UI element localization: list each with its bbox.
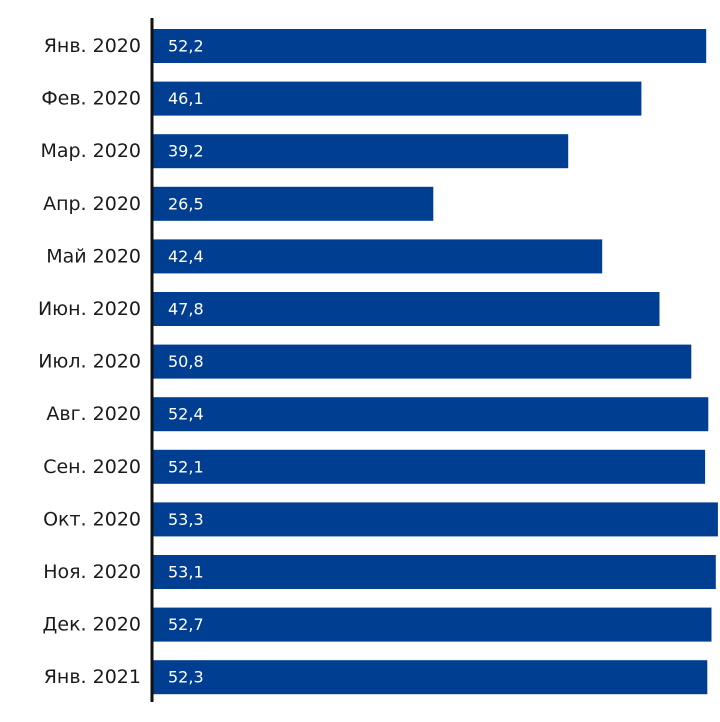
category-label: Сен. 2020 [43, 456, 141, 478]
category-label: Янв. 2020 [44, 35, 141, 57]
bar [152, 239, 603, 274]
value-label: 53,3 [168, 510, 204, 529]
category-label: Май 2020 [46, 245, 141, 267]
value-label: 46,1 [168, 89, 204, 108]
bar [152, 134, 569, 169]
bar [152, 607, 712, 642]
value-label: 42,4 [168, 247, 204, 266]
category-label: Ноя. 2020 [43, 561, 141, 583]
bar [152, 344, 692, 379]
bar [152, 186, 434, 221]
category-label: Авг. 2020 [46, 403, 141, 425]
bar [152, 660, 708, 695]
value-label: 52,7 [168, 615, 204, 634]
category-label: Окт. 2020 [43, 508, 141, 530]
value-label: 53,1 [168, 563, 204, 582]
value-label: 52,4 [168, 405, 204, 424]
value-label: 39,2 [168, 142, 204, 161]
category-label: Дек. 2020 [43, 614, 141, 636]
bar [152, 502, 718, 537]
bar [152, 29, 707, 63]
bar [152, 449, 706, 484]
bar [152, 555, 716, 589]
bar [152, 81, 642, 116]
value-label: 52,2 [168, 37, 204, 56]
category-label: Мар. 2020 [40, 140, 141, 162]
bars-layer [152, 29, 718, 695]
value-label: 50,8 [168, 352, 204, 371]
value-label: 47,8 [168, 300, 204, 319]
category-label: Июл. 2020 [38, 351, 141, 373]
value-label: 26,5 [168, 194, 204, 213]
value-labels: 52,2 46,1 39,2 26,5 42,4 47,8 50,8 52,4 52,1 53,3… [168, 37, 204, 687]
bar [152, 292, 660, 326]
value-label: 52,3 [168, 668, 204, 687]
category-label: Фев. 2020 [41, 88, 141, 110]
value-label: 52,1 [168, 457, 204, 476]
category-label: Апр. 2020 [43, 193, 141, 215]
category-labels: Янв. 2020 Фев. 2020 Мар. 2020 Апр. 2020 Май … [38, 35, 141, 688]
category-label: Янв. 2021 [44, 666, 141, 688]
bar [152, 397, 709, 432]
category-label: Июн. 2020 [38, 298, 141, 320]
